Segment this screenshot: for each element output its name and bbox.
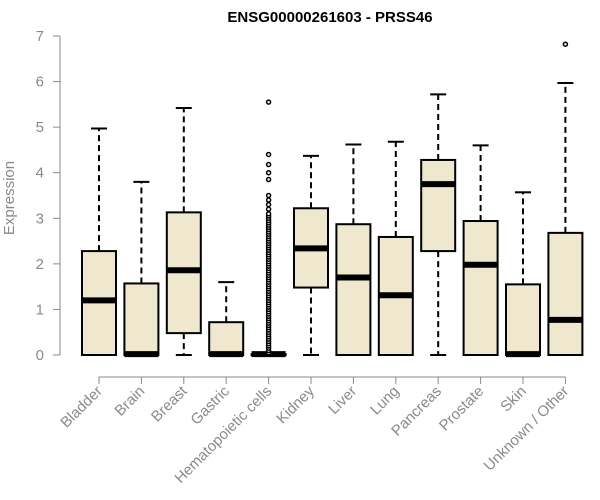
- outlier-point: [265, 197, 272, 203]
- outlier-point: [265, 192, 272, 199]
- outlier-point: [265, 206, 272, 212]
- box-bladder: [81, 127, 117, 356]
- box-rect: [123, 282, 160, 356]
- outlier-point: [562, 41, 569, 47]
- x-tick-label: Lung: [367, 383, 403, 419]
- x-tick-label: Brain: [111, 383, 148, 420]
- box-rect: [505, 283, 541, 356]
- box-lung: [377, 140, 414, 356]
- y-tick-label: 2: [36, 256, 44, 273]
- y-tick-label: 5: [36, 119, 44, 136]
- outlier-point: [265, 151, 272, 158]
- x-tick-label: Prostate: [436, 383, 488, 435]
- box-kidney: [293, 154, 329, 356]
- box-skin: [505, 191, 541, 358]
- box-rect: [208, 321, 245, 356]
- y-tick-label: 7: [36, 28, 44, 45]
- y-tick-label: 0: [36, 347, 44, 364]
- outlier-point: [265, 169, 272, 176]
- box-liver: [335, 143, 372, 356]
- box-rect: [335, 223, 372, 356]
- box-rect: [462, 220, 499, 356]
- box-hematopoietic-cells: [250, 99, 287, 358]
- outlier-point: [265, 210, 272, 217]
- box-gastric: [208, 281, 245, 358]
- y-tick-label: 4: [36, 165, 44, 182]
- box-pancreas: [420, 93, 457, 356]
- box-unknown-other: [547, 41, 584, 357]
- y-tick-label: 3: [36, 210, 44, 227]
- y-tick-label: 6: [36, 74, 44, 91]
- box-prostate: [462, 144, 499, 356]
- axes: 0 1 2 3 4 5 6 7: [36, 28, 566, 384]
- boxes: [81, 41, 584, 358]
- box-brain: [123, 180, 160, 358]
- x-tick-label: Bladder: [57, 383, 106, 432]
- box-rect: [420, 158, 457, 253]
- outlier-point: [265, 161, 272, 168]
- x-tick-label: Liver: [325, 383, 360, 418]
- outlier-point: [265, 176, 272, 183]
- x-tick-label: Skin: [497, 383, 530, 416]
- outlier-point: [265, 201, 272, 208]
- y-tick-label: 1: [36, 301, 44, 318]
- box-breast: [165, 107, 202, 356]
- chart-title: ENSG00000261603 - PRSS46: [227, 9, 432, 26]
- x-tick-label: Breast: [148, 382, 191, 425]
- y-axis-label: Expression: [1, 161, 18, 235]
- x-tick-label: Kidney: [273, 382, 318, 427]
- outlier-point: [265, 99, 272, 105]
- box-rect: [547, 231, 584, 357]
